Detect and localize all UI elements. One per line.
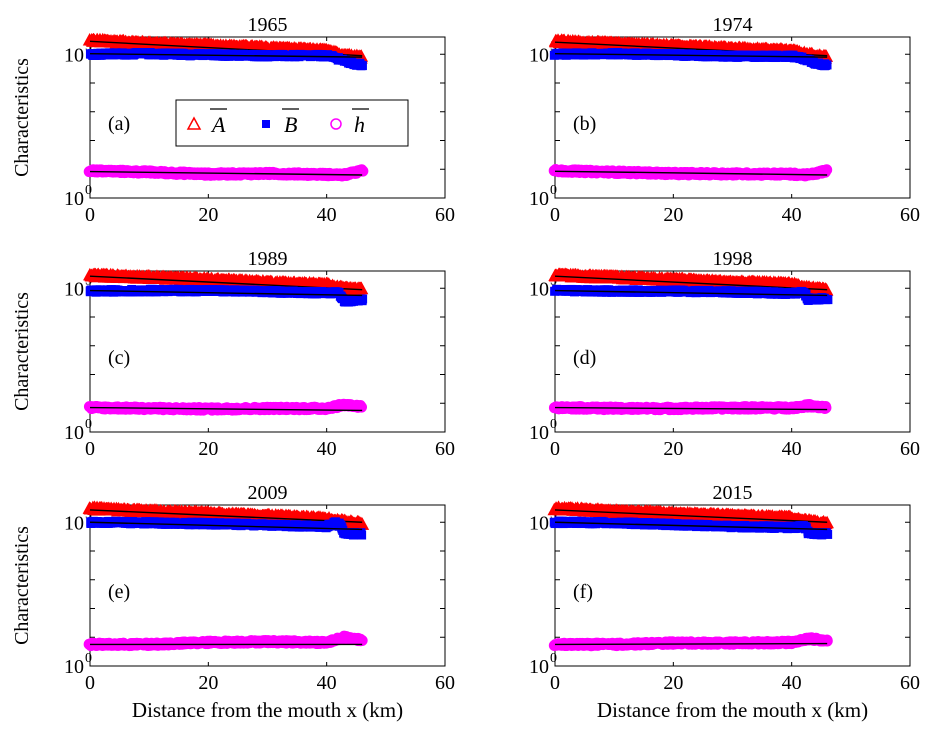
y-tick-label: 10 [529, 188, 549, 210]
y-tick-label: 10 [64, 188, 84, 210]
x-tick-label: 0 [85, 672, 95, 694]
x-tick-label: 20 [198, 672, 218, 694]
x-tick-label: 20 [198, 438, 218, 460]
data-point [823, 295, 833, 305]
subplot-b: 19740204060100105(b) [529, 14, 920, 226]
series-B [85, 284, 368, 307]
x-tick-label: 40 [317, 672, 337, 694]
x-tick-label: 20 [663, 438, 683, 460]
y-tick-exponent: 0 [85, 183, 92, 198]
x-tick-label: 20 [663, 204, 683, 226]
y-tick-exponent: 0 [85, 651, 92, 666]
series-h [83, 398, 368, 416]
x-tick-label: 20 [198, 204, 218, 226]
x-tick-label: 40 [782, 204, 802, 226]
panel-label: (c) [108, 347, 130, 369]
subplot-a: 19650204060100105(a)Characteristics [11, 14, 455, 226]
y-tick-label: 10 [64, 278, 84, 300]
y-tick-label: 10 [64, 512, 84, 534]
axes-box [89, 36, 446, 199]
y-tick-exponent: 0 [550, 417, 557, 432]
x-tick-label: 60 [900, 438, 920, 460]
x-tick-label: 0 [85, 204, 95, 226]
x-tick-label: 60 [435, 672, 455, 694]
fit-line [89, 170, 363, 176]
subplot-title: 1965 [248, 14, 288, 36]
y-tick-label: 10 [529, 278, 549, 300]
panel-label: (d) [573, 347, 596, 369]
x-tick-label: 60 [900, 204, 920, 226]
subplot-title: 2009 [248, 482, 288, 504]
y-tick-label: 10 [64, 44, 84, 66]
x-tick-label: 0 [550, 204, 560, 226]
subplot-title: 1989 [248, 248, 288, 270]
panel-label: (a) [108, 113, 130, 135]
series-B [85, 48, 367, 71]
series-h [548, 399, 832, 416]
subplot-title: 1998 [713, 248, 753, 270]
y-tick-exponent: 0 [550, 183, 557, 198]
fit-line [89, 52, 363, 58]
data-point [820, 402, 832, 414]
y-tick-label: 10 [64, 656, 84, 678]
data-point [821, 164, 833, 176]
y-tick-label: 10 [529, 44, 549, 66]
x-tick-label: 40 [317, 204, 337, 226]
data-point [357, 61, 367, 71]
x-tick-label: 40 [782, 438, 802, 460]
subplot-e: 20090204060100105(e)CharacteristicsDista… [11, 482, 455, 722]
subplot-d: 19980204060100105(d) [529, 248, 920, 460]
x-tick-label: 0 [85, 438, 95, 460]
axes-box [554, 36, 911, 199]
y-axis-label: Characteristics [11, 58, 33, 177]
x-tick-label: 60 [435, 204, 455, 226]
series-B [549, 47, 832, 71]
data-point [822, 60, 832, 70]
series-h [548, 163, 833, 182]
subplot-title: 1974 [713, 14, 753, 36]
panel-label: (b) [573, 113, 596, 135]
data-point [357, 165, 369, 177]
y-tick-exponent: 0 [85, 417, 92, 432]
y-tick-label: 10 [64, 422, 84, 444]
x-tick-label: 40 [317, 438, 337, 460]
y-tick-label: 10 [529, 422, 549, 444]
subplot-c: 19890204060100105(c)Characteristics [11, 248, 455, 460]
series-h [83, 164, 369, 182]
x-tick-label: 60 [435, 438, 455, 460]
x-tick-label: 0 [550, 438, 560, 460]
y-axis-label: Characteristics [11, 292, 33, 411]
